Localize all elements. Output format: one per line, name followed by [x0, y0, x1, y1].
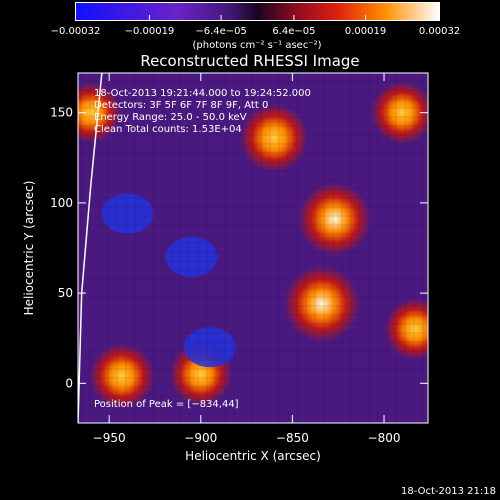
annotation-peak: Position of Peak = [−834,44] [94, 399, 239, 410]
solar-limb-arc [78, 73, 103, 423]
y-tick-label: 0 [65, 376, 73, 390]
plot-frame [77, 72, 429, 424]
annotation-clean: Clean Total counts: 1.53E+04 [94, 124, 242, 135]
y-tick-label: 50 [58, 286, 73, 300]
y-axis: 0 50 100 150 [50, 106, 428, 390]
colorbar-tick-label: 0.00032 [419, 26, 460, 37]
colorbar-tick-labels: −0.00032 −0.00019 −6.4e−05 6.4e−05 0.00019 0.… [51, 26, 461, 51]
x-tick-label: −850 [276, 431, 309, 445]
colorbar-ticks [75, 15, 440, 21]
colorbar-tick-label: −0.00019 [125, 26, 175, 37]
annotation-time-range: 18-Oct-2013 19:21:44.000 to 19:24:52.000 [94, 88, 311, 99]
colorbar [75, 2, 440, 21]
annotation-energy-range: Energy Range: 25.0 - 50.0 keV [94, 112, 247, 123]
colorbar-gradient [75, 2, 440, 21]
pixel-grid [78, 73, 428, 423]
colorbar-tick-label: 0.00019 [345, 26, 386, 37]
annotations: 18-Oct-2013 19:21:44.000 to 19:24:52.000… [94, 88, 311, 410]
colorbar-tick-label: 6.4e−05 [272, 26, 315, 37]
x-axis: −950 −900 −850 −800 [93, 73, 401, 445]
x-tick-label: −900 [184, 431, 217, 445]
colorbar-unit-label: (photons cm⁻² s⁻¹ asec⁻²) [192, 40, 321, 51]
x-tick-label: −950 [93, 431, 126, 445]
x-axis-label: Heliocentric X (arcsec) [185, 449, 321, 463]
y-tick-label: 100 [50, 196, 73, 210]
x-tick-label: −800 [368, 431, 401, 445]
annotation-detectors: Detectors: 3F 5F 6F 7F 8F 9F, Att 0 [94, 100, 268, 111]
colorbar-tick-label: −6.4e−05 [195, 26, 247, 37]
y-axis-label: Heliocentric Y (arcsec) [22, 181, 36, 316]
colorbar-tick-label: −0.00032 [51, 26, 101, 37]
chart-title: Reconstructed RHESSI Image [140, 52, 360, 70]
y-tick-label: 150 [50, 106, 73, 120]
footer-timestamp: 18-Oct-2013 21:18 [401, 486, 496, 497]
